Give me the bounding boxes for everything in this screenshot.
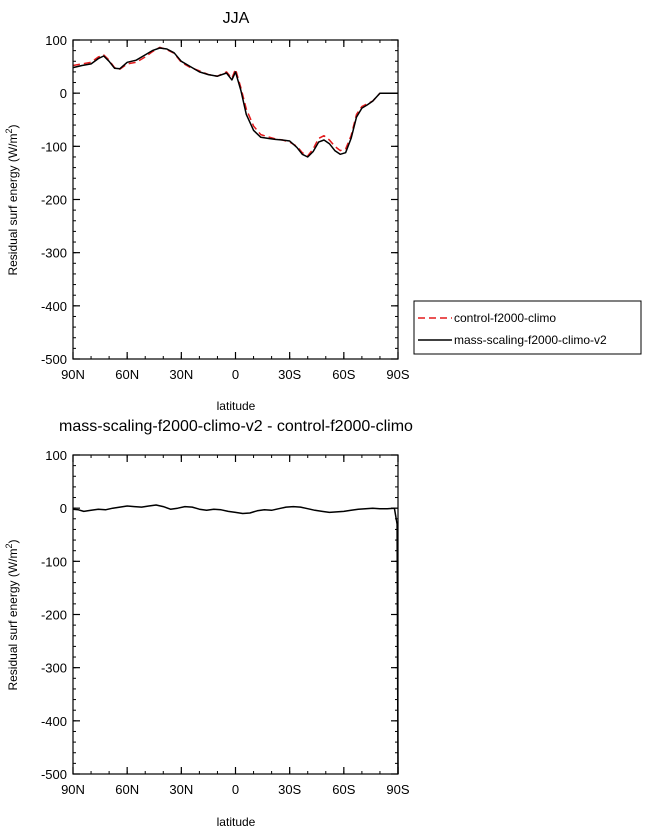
x-tick-label: 60S [332, 367, 355, 382]
x-tick-label: 0 [232, 782, 239, 797]
chart-panel-jja: JJA latitude Residual surf energy (W/m2)… [4, 10, 410, 413]
y-tick-label: -400 [41, 714, 67, 729]
y-tick-label: -100 [41, 139, 67, 154]
x-tick-label: 60S [332, 782, 355, 797]
x-tick-label: 90S [386, 367, 409, 382]
x-tick-label: 90N [61, 367, 85, 382]
x-tick-label: 30N [169, 782, 193, 797]
series-line-control-f2000-climo [72, 46, 398, 157]
legend: control-f2000-climo mass-scaling-f2000-c… [413, 300, 642, 355]
legend-label-mass-scaling: mass-scaling-f2000-climo-v2 [454, 333, 607, 347]
chart-panel-difference: mass-scaling-f2000-climo-v2 - control-f2… [4, 418, 413, 829]
x-tick-label: 30S [278, 782, 301, 797]
y-tick-label: -300 [41, 246, 67, 261]
y-tick-label: -200 [41, 608, 67, 623]
y-tick-label: -500 [41, 767, 67, 782]
y-tick-label: -200 [41, 193, 67, 208]
y-tick-label: -500 [41, 352, 67, 367]
y-axis-label: Residual surf energy (W/m2) [4, 124, 20, 275]
series-line-difference [72, 504, 399, 775]
x-tick-label: 90S [386, 782, 409, 797]
series-layer [72, 46, 398, 158]
y-tick-label: 100 [45, 448, 67, 463]
x-axis-label: latitude [217, 815, 256, 829]
y-axis-label-close: ) [6, 539, 20, 543]
y-tick-label: -100 [41, 554, 67, 569]
x-tick-label: 30S [278, 367, 301, 382]
x-tick-label: 60N [115, 782, 139, 797]
y-tick-label: 0 [60, 86, 67, 101]
y-tick-label: -400 [41, 299, 67, 314]
y-axis-label-sup: 2 [4, 128, 14, 133]
chart-title: JJA [223, 10, 250, 27]
plot-frame [72, 39, 399, 360]
axis-ticks: 90N 60N 30N 0 30S 60S 90S 100 0 -100 -200 -300 -400 -… [41, 448, 410, 797]
y-tick-label: 0 [60, 501, 67, 516]
x-tick-label: 60N [115, 367, 139, 382]
x-tick-label: 0 [232, 367, 239, 382]
legend-label-control: control-f2000-climo [454, 311, 556, 325]
y-axis-label: Residual surf energy (W/m2) [4, 539, 20, 690]
series-layer [72, 504, 399, 775]
y-tick-label: -300 [41, 661, 67, 676]
y-axis-label-main: Residual surf energy (W/m [6, 548, 20, 690]
plot-frame [72, 454, 399, 775]
y-axis-label-close: ) [6, 124, 20, 128]
x-tick-label: 90N [61, 782, 85, 797]
x-axis-label: latitude [217, 399, 256, 413]
y-tick-label: 100 [45, 33, 67, 48]
axis-ticks: 90N 60N 30N 0 30S 60S 90S 100 0 -100 -200 -300 -400 -… [41, 33, 410, 382]
y-axis-label-main: Residual surf energy (W/m [6, 133, 20, 275]
legend-box [413, 300, 642, 355]
chart-title: mass-scaling-f2000-climo-v2 - control-f2… [59, 418, 413, 435]
y-axis-label-sup: 2 [4, 543, 14, 548]
series-line-mass-scaling-f2000-climo-v2 [72, 47, 398, 158]
x-tick-label: 30N [169, 367, 193, 382]
